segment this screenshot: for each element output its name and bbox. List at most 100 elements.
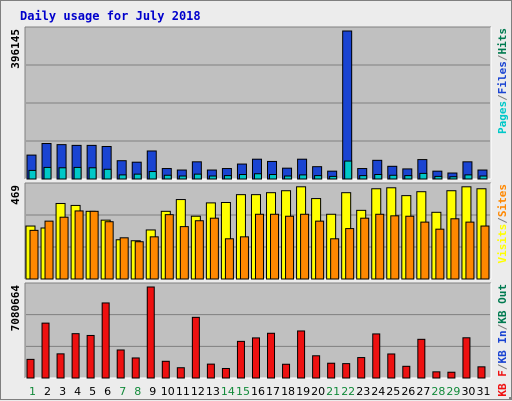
kb-bar — [236, 340, 245, 379]
kb-bar — [131, 357, 140, 379]
kb-bar — [146, 286, 155, 379]
day-label: 28 — [431, 385, 445, 398]
kb-bar — [251, 337, 260, 379]
kb-bar — [402, 365, 411, 379]
day-label: 17 — [266, 385, 280, 398]
kb-bar — [191, 316, 200, 379]
kb-bar — [86, 334, 95, 379]
day-label: 29 — [446, 385, 460, 398]
day-label: 3 — [59, 385, 66, 398]
x-axis-day-labels: 1 2 3 4 5 6 7 8 9 10 11 12 13 14 15 16 17 18 19 20 21 22 23 24 2… — [29, 385, 490, 398]
legend-item: Visits — [496, 224, 509, 264]
day-label: 30 — [461, 385, 475, 398]
sites-bar — [405, 215, 415, 280]
kb-bar — [267, 332, 276, 379]
max-value-label: 7080664 — [9, 285, 22, 332]
pages-bar — [118, 174, 127, 180]
day-label: 8 — [134, 385, 141, 398]
kb-bar — [372, 333, 381, 379]
kb-bar — [432, 371, 441, 379]
max-value-label: 469 — [9, 185, 22, 205]
sites-bar — [345, 228, 355, 280]
day-label: 26 — [401, 385, 415, 398]
legend-item: Pages — [496, 101, 509, 134]
pages-bar — [238, 174, 247, 180]
legend-item: / — [496, 323, 509, 330]
sites-bar — [59, 216, 69, 280]
day-label: 13 — [206, 385, 220, 398]
panel-2: 469 Visits/Sites — [9, 182, 509, 280]
sites-bar — [164, 214, 174, 280]
legend-item: / — [496, 363, 509, 370]
kb-bar — [387, 353, 396, 379]
pages-bar — [133, 173, 142, 180]
sites-bar — [209, 217, 219, 280]
pages-bar — [163, 174, 172, 180]
pages-bar — [193, 173, 202, 180]
pages-bar — [73, 166, 82, 180]
pages-bar — [359, 175, 368, 180]
chart-title: Daily usage for July 2018 — [20, 9, 201, 23]
day-label: 1 — [29, 385, 36, 398]
day-label: 21 — [326, 385, 340, 398]
pages-bar — [449, 176, 458, 180]
day-label: 7 — [119, 385, 126, 398]
sites-bar — [194, 220, 204, 280]
day-label: 9 — [149, 385, 156, 398]
sites-bar — [480, 225, 490, 280]
kb-bar — [357, 357, 366, 379]
legend-item: Hits — [496, 28, 509, 55]
pages-bar — [419, 172, 428, 180]
kb-bar — [116, 349, 125, 379]
kb-bar — [176, 367, 185, 379]
sites-bar — [44, 220, 54, 280]
day-label: 24 — [371, 385, 385, 398]
sites-bar — [149, 236, 159, 280]
chart-panels: 396145Pages/Files/Hits469Visits/Sites708… — [9, 26, 509, 397]
pages-bar — [284, 175, 293, 180]
day-label: 2 — [44, 385, 51, 398]
legend-item: Sites — [496, 184, 509, 217]
sites-bar — [300, 213, 310, 280]
legend-label: Visits/Sites — [496, 184, 509, 264]
kb-bar — [417, 338, 426, 379]
pages-bar — [208, 175, 217, 180]
sites-bar — [360, 217, 370, 280]
sites-bar — [119, 237, 129, 280]
sites-bar — [270, 213, 280, 280]
pages-bar — [223, 175, 232, 180]
day-label: 31 — [476, 385, 490, 398]
kb-bar — [41, 322, 50, 379]
files-bar — [342, 30, 353, 180]
sites-bar — [89, 210, 99, 280]
kb-bar — [297, 330, 306, 379]
kb-bar — [447, 371, 456, 379]
day-label: 27 — [416, 385, 430, 398]
pages-bar — [374, 174, 383, 180]
pages-bar — [269, 174, 278, 180]
legend-item: / — [496, 217, 509, 224]
legend-item: KB Out — [496, 284, 509, 324]
pages-bar — [479, 175, 488, 180]
pages-bar — [464, 174, 473, 180]
day-label: 18 — [281, 385, 295, 398]
pages-bar — [58, 167, 67, 180]
kb-bar — [327, 362, 336, 379]
pages-bar — [404, 175, 413, 180]
sites-bar — [29, 229, 39, 280]
pages-bar — [253, 173, 262, 180]
sites-bar — [74, 210, 84, 280]
pages-bar — [434, 175, 443, 180]
kb-bar — [206, 363, 215, 379]
kb-bar — [342, 363, 351, 379]
day-label: 16 — [251, 385, 265, 398]
pages-bar — [88, 167, 97, 180]
sites-bar — [254, 213, 264, 280]
kb-bar — [477, 366, 486, 379]
kb-bar — [312, 355, 321, 379]
max-value-label: 396145 — [9, 29, 22, 69]
pages-bar — [148, 171, 157, 180]
